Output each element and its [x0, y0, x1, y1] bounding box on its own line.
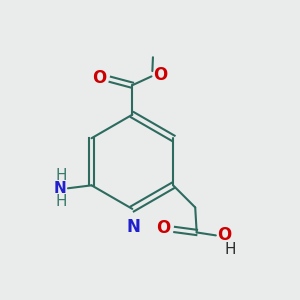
Text: O: O [153, 66, 167, 84]
Text: O: O [217, 226, 232, 244]
Text: H: H [55, 194, 67, 208]
Text: O: O [92, 69, 106, 87]
Text: N: N [54, 181, 67, 196]
Text: O: O [156, 219, 170, 237]
Text: H: H [224, 242, 236, 257]
Text: N: N [127, 218, 141, 236]
Text: H: H [55, 168, 67, 183]
